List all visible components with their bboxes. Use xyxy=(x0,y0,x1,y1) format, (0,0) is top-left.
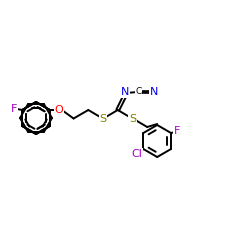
Text: F: F xyxy=(11,104,17,114)
Text: S: S xyxy=(129,114,136,124)
Text: N: N xyxy=(150,87,158,97)
Text: F: F xyxy=(174,126,180,136)
Text: N: N xyxy=(120,87,129,97)
Text: S: S xyxy=(100,114,106,124)
Text: C: C xyxy=(136,88,142,96)
Text: O: O xyxy=(54,105,63,115)
Text: Cl: Cl xyxy=(131,149,142,159)
